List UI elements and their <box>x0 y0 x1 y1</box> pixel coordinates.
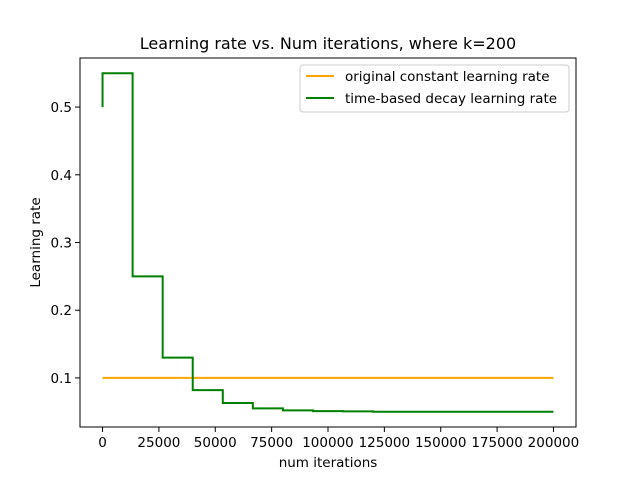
series-line-2 <box>101 72 554 413</box>
legend-box <box>299 64 570 113</box>
x-tick-label: 200000 <box>528 435 580 451</box>
x-tick-label: 100000 <box>302 435 354 451</box>
x-tick-label: 0 <box>98 435 107 451</box>
y-tick-label: 0.2 <box>51 303 72 319</box>
legend: original constant learning rate time-base… <box>299 64 570 113</box>
x-tick-label: 150000 <box>415 435 467 451</box>
x-axis-title: num iterations <box>279 455 378 471</box>
y-tick-label: 0.3 <box>51 236 72 252</box>
x-tick-label: 25000 <box>137 435 180 451</box>
x-tick-label: 175000 <box>471 435 523 451</box>
legend-label-2: time-based decay learning rate <box>345 91 557 107</box>
x-tick-label: 50000 <box>194 435 237 451</box>
legend-label-1: original constant learning rate <box>345 69 550 85</box>
series-layer <box>101 72 554 413</box>
y-axis-title: Learning rate <box>28 197 44 287</box>
x-tick-label: 125000 <box>359 435 411 451</box>
chart-title: Learning rate vs. Num iterations, where … <box>140 34 516 53</box>
y-tick-label: 0.4 <box>51 168 72 184</box>
x-tick-label: 75000 <box>250 435 293 451</box>
y-tick-label: 0.5 <box>51 100 72 116</box>
y-tick-label: 0.1 <box>51 371 72 387</box>
ticks-layer: 0 25000 50000 75000 100000 125000 150000 175000… <box>51 100 580 451</box>
